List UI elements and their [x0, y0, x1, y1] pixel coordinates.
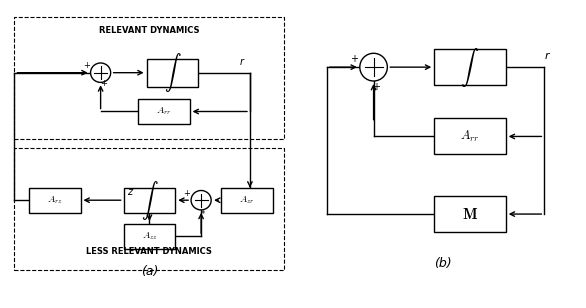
Bar [434, 118, 506, 154]
Bar [434, 49, 506, 85]
Text: (a): (a) [141, 265, 158, 278]
Text: r: r [239, 57, 243, 67]
Text: $\int$: $\int$ [163, 51, 181, 94]
Bar [124, 188, 175, 213]
Circle shape [91, 63, 111, 82]
Bar [138, 99, 190, 124]
Text: +: + [100, 79, 107, 88]
Text: $\int$: $\int$ [461, 46, 479, 89]
Text: (b): (b) [434, 257, 451, 270]
Circle shape [360, 53, 387, 81]
Text: $A_{zr}$: $A_{zr}$ [239, 194, 255, 206]
Text: +: + [183, 189, 190, 198]
Bar [434, 196, 506, 232]
Text: z: z [127, 187, 132, 197]
Text: $A_{zz}$: $A_{zz}$ [142, 230, 157, 242]
Text: RELEVANT DYNAMICS: RELEVANT DYNAMICS [99, 26, 200, 34]
Text: LESS RELEVANT DYNAMICS: LESS RELEVANT DYNAMICS [87, 247, 212, 256]
Bar [124, 224, 175, 249]
Text: $A_{rz}$: $A_{rz}$ [47, 194, 63, 206]
Bar [29, 188, 80, 213]
Text: $A_{rr}$: $A_{rr}$ [461, 129, 479, 144]
Text: +: + [372, 82, 380, 91]
Text: +: + [350, 54, 358, 64]
Text: $\int$: $\int$ [141, 179, 158, 222]
Text: +: + [83, 61, 90, 70]
Text: $A_{rr}$: $A_{rr}$ [156, 106, 172, 117]
Text: *: * [200, 209, 205, 219]
Bar [15, 17, 284, 139]
Circle shape [191, 190, 211, 210]
Text: r: r [545, 51, 550, 61]
Bar [15, 148, 284, 270]
Text: $\mathbf{M}$: $\mathbf{M}$ [462, 207, 478, 221]
Bar [146, 59, 198, 87]
Bar [222, 188, 273, 213]
